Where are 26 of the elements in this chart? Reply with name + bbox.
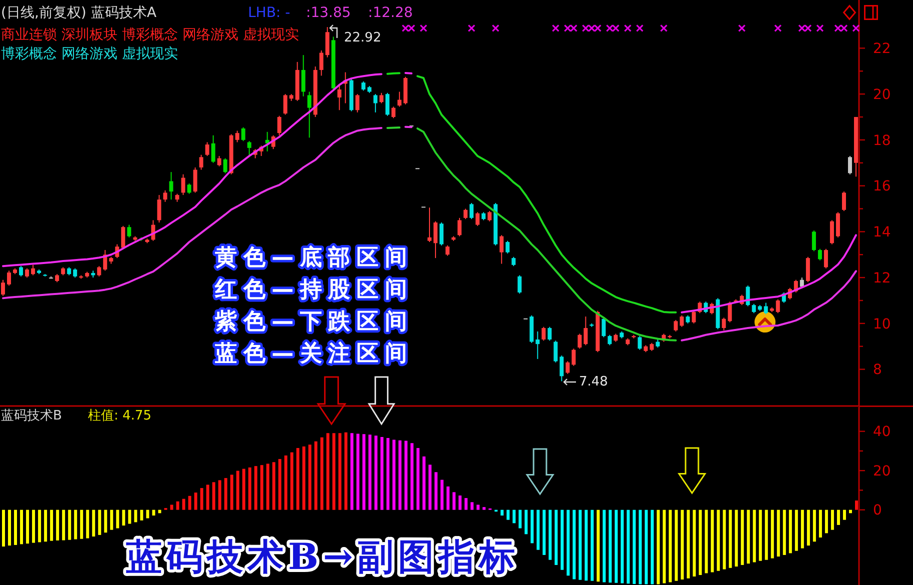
y-tick-label: 10 [873,316,891,332]
y-tick-label: 12 [873,270,891,286]
chart-title: 蓝码技术B [1,408,62,424]
annotation: 蓝码技术B→副图指标 [126,536,520,578]
annotation: 7.48 [579,374,608,390]
annotation: 博彩概念 网络游戏 虚拟现实 [1,46,178,62]
annotation: 紫色—下跌区间 [214,310,414,334]
annotation: :12.28 [368,5,413,21]
y-tick-label: 16 [873,178,891,195]
annotation: 红色—持股区间 [214,278,414,302]
annotation: 22.92 [344,30,382,46]
y-tick-label: 20 [873,463,891,480]
chart-title: (日线,前复权) 蓝码技术A [1,5,157,21]
y-tick-label: 22 [873,41,891,58]
y-tick-label: 18 [873,132,891,149]
annotation: 柱值: 4.75 [88,408,152,424]
annotation: 蓝色—关注区间 [214,340,414,366]
annotation: 黄色—底部区间 [214,244,414,270]
annotation: LHB: - [248,5,290,21]
annotation: :13.85 [306,5,351,21]
y-tick-label: 8 [873,362,882,378]
y-tick-label: 40 [873,424,891,440]
y-tick-label: 14 [873,224,891,241]
y-tick-label: 0 [873,502,882,519]
annotation: 商业连锁 深圳板块 博彩概念 网络游戏 虚拟现实 [1,27,299,43]
y-tick-label: 20 [873,86,891,103]
